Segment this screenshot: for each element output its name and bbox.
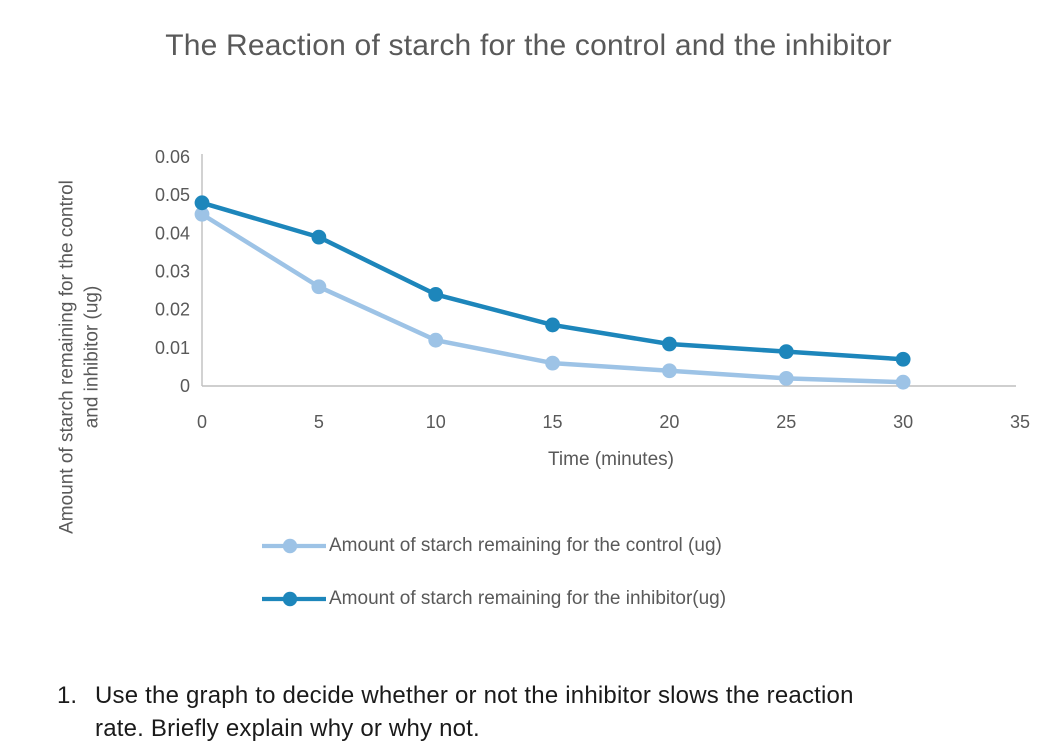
- y-tick-label: 0.01: [155, 338, 190, 358]
- inhibitor-data-point: [895, 351, 911, 367]
- control-series-marker-icon: [262, 538, 326, 554]
- inhibitor-data-point: [428, 287, 444, 302]
- chart-title: The Reaction of starch for the control a…: [0, 24, 1057, 68]
- y-tick-label: 0.06: [155, 147, 190, 167]
- inhibitor-data-point: [545, 317, 560, 333]
- y-tick-label: 0: [180, 376, 190, 396]
- legend-item-control: Amount of starch remaining for the contr…: [262, 535, 726, 556]
- question-number: 1.: [57, 682, 78, 709]
- x-tick-label: 5: [314, 412, 324, 432]
- inhibitor-data-point: [662, 336, 677, 352]
- x-axis-title: Time (minutes): [548, 449, 674, 470]
- y-tick-label: 0.02: [155, 300, 190, 320]
- control-data-point: [311, 279, 327, 295]
- y-tick-label: 0.04: [155, 223, 190, 243]
- control-data-point: [545, 355, 560, 371]
- legend-label-inhibitor: Amount of starch remaining for the inhib…: [329, 588, 727, 609]
- x-tick-label: 10: [426, 412, 446, 432]
- x-tick-label: 0: [197, 412, 207, 432]
- inhibitor-data-point: [778, 344, 794, 360]
- x-tick-label: 15: [543, 412, 563, 432]
- x-tick-label: 25: [776, 412, 796, 432]
- x-tick-label: 30: [893, 412, 913, 432]
- control-data-point: [778, 370, 794, 386]
- x-tick-label: 35: [1010, 412, 1030, 432]
- control-data-point: [428, 332, 444, 348]
- question-1: 1. Use the graph to decide whether or no…: [57, 680, 885, 745]
- inhibitor-series-marker-icon: [262, 591, 326, 607]
- chart-legend: Amount of starch remaining for the contr…: [262, 535, 727, 609]
- inhibitor-data-point: [311, 229, 327, 245]
- line-chart-plot-area: 0 0.01 0.02 0.03 0.04 0.05 0.06 0 5 10 15 20 25 30 35: [155, 147, 1030, 432]
- inhibitor-data-point: [194, 195, 210, 211]
- legend-label-control: Amount of starch remaining for the contr…: [329, 535, 722, 556]
- control-data-point: [662, 363, 677, 379]
- x-tick-label: 20: [659, 412, 679, 432]
- question-text: Use the graph to decide whether or not t…: [95, 682, 854, 742]
- y-tick-label: 0.05: [155, 185, 190, 205]
- chart-title-text: The Reaction of starch for the control a…: [165, 29, 892, 62]
- legend-item-inhibitor: Amount of starch remaining for the inhib…: [262, 588, 727, 609]
- control-data-point: [194, 206, 210, 222]
- y-tick-label: 0.03: [155, 262, 190, 282]
- control-data-point: [895, 374, 911, 390]
